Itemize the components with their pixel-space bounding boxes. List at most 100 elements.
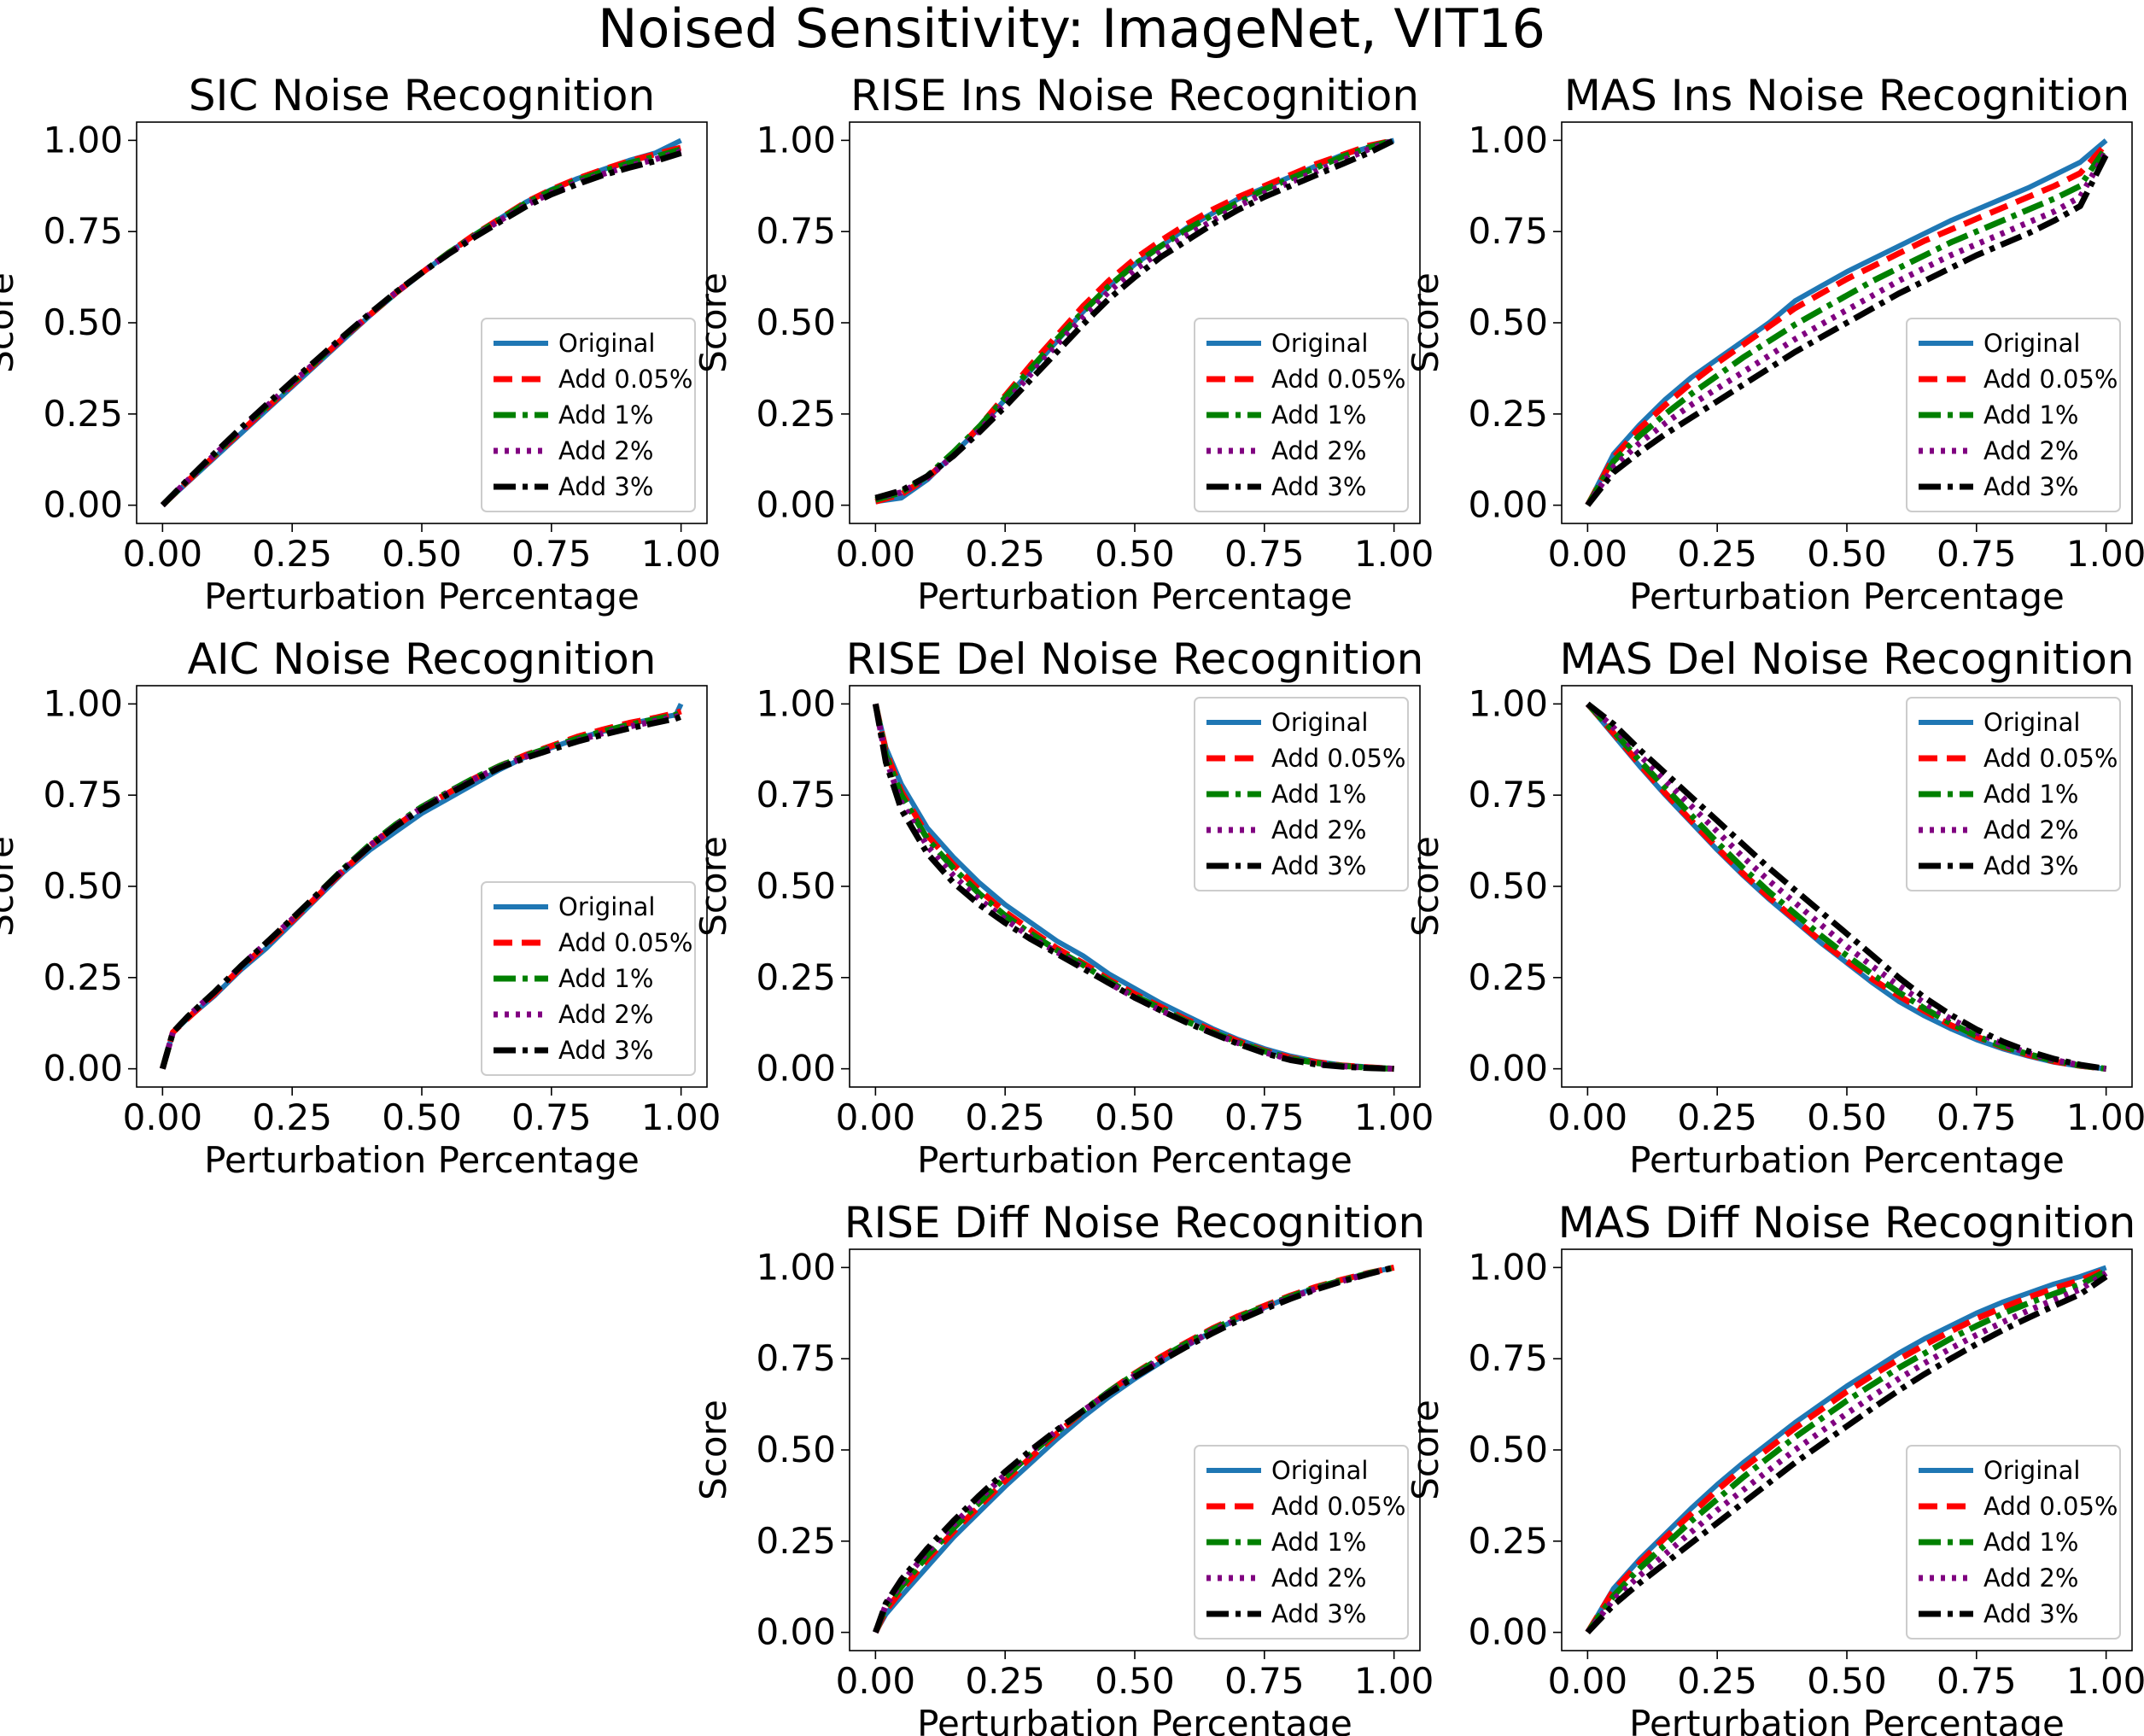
- x-tick-label: 0.75: [511, 1096, 592, 1138]
- legend-label: Add 0.05%: [1271, 744, 1406, 773]
- series-group: [1585, 138, 2109, 507]
- y-tick-label: 0.25: [756, 956, 836, 998]
- series-line-add-3: [874, 137, 1396, 501]
- y-tick-label: 0.75: [1468, 210, 1548, 252]
- legend-label: Add 0.05%: [1271, 1492, 1406, 1521]
- y-tick-label: 0.25: [1468, 956, 1548, 998]
- legend-label: Add 3%: [1271, 1599, 1366, 1628]
- legend-label: Add 0.05%: [1983, 744, 2118, 773]
- legend-label: Add 1%: [1271, 400, 1366, 430]
- series-line-add-1: [1585, 145, 2109, 507]
- x-tick-label: 0.00: [836, 1096, 916, 1138]
- x-tick-label: 1.00: [641, 1096, 721, 1138]
- x-tick-label: 0.50: [1807, 1660, 1887, 1702]
- x-tick-label: 1.00: [2066, 533, 2144, 575]
- y-tick-label: 0.75: [43, 210, 123, 252]
- x-tick-label: 0.50: [1095, 1096, 1175, 1138]
- legend-frame: [1906, 697, 2121, 891]
- x-axis-label: Perturbation Percentage: [1629, 1703, 2065, 1736]
- legend-label: Add 0.05%: [558, 365, 693, 394]
- x-tick-label: 0.75: [1224, 1660, 1305, 1702]
- series-line-add-3: [160, 714, 682, 1070]
- y-tick-label: 0.75: [1468, 1337, 1548, 1379]
- series-line-add-2: [1586, 701, 2107, 1073]
- x-tick-label: 0.00: [1548, 533, 1628, 575]
- x-tick-label: 0.75: [1937, 533, 2017, 575]
- plot-title: SIC Noise Recognition: [189, 71, 655, 120]
- legend-frame: [1194, 697, 1409, 891]
- y-tick-label: 1.00: [43, 682, 123, 724]
- plot-title: RISE Del Noise Recognition: [846, 634, 1424, 684]
- x-tick-label: 1.00: [1354, 1660, 1434, 1702]
- legend-label: Original: [558, 329, 655, 358]
- x-tick-label: 0.50: [382, 533, 462, 575]
- subplot-rise-diff-noise-recognition: RISE Diff Noise Recognition 0.00 0.25 0.50 0…: [692, 1198, 1434, 1736]
- plot-title: RISE Ins Noise Recognition: [850, 71, 1419, 120]
- y-axis-label: Score: [1405, 1400, 1446, 1500]
- y-tick-label: 1.00: [1468, 682, 1548, 724]
- y-tick-label: 0.50: [43, 301, 123, 343]
- y-tick-label: 0.00: [1468, 1611, 1548, 1653]
- x-tick-label: 0.25: [1677, 1096, 1757, 1138]
- y-tick-label: 0.75: [43, 774, 123, 815]
- series-line-add-3: [1586, 701, 2107, 1073]
- series-line-add-2: [873, 1264, 1395, 1634]
- y-tick-label: 0.50: [1468, 865, 1548, 907]
- x-tick-label: 0.25: [1677, 1660, 1757, 1702]
- legend-frame: [481, 318, 696, 512]
- plot-title: AIC Noise Recognition: [188, 634, 657, 684]
- subplot-rise-del-noise-recognition: RISE Del Noise Recognition 0.00 0.25 0.50 0.…: [692, 634, 1434, 1181]
- x-tick-label: 0.25: [1677, 533, 1757, 575]
- legend-label: Add 2%: [1983, 1564, 2078, 1593]
- x-tick-label: 0.75: [1224, 1096, 1305, 1138]
- y-tick-label: 0.50: [756, 301, 836, 343]
- legend-label: Original: [1983, 329, 2080, 358]
- x-tick-label: 0.50: [382, 1096, 462, 1138]
- y-axis-label: Score: [0, 836, 21, 937]
- y-tick-label: 0.50: [756, 865, 836, 907]
- series-line-add-3: [872, 703, 1394, 1073]
- x-tick-label: 0.75: [511, 533, 592, 575]
- series-group: [872, 703, 1394, 1073]
- series-line-add-0-05: [1585, 702, 2106, 1073]
- legend-label: Add 2%: [558, 436, 653, 465]
- legend-label: Original: [558, 892, 655, 921]
- legend-label: Add 1%: [558, 964, 653, 993]
- series-line-add-2: [1585, 1270, 2108, 1634]
- series-line-original: [1585, 138, 2108, 506]
- y-axis-label: Score: [1405, 272, 1446, 373]
- y-tick-label: 0.00: [43, 1048, 123, 1090]
- y-tick-label: 0.75: [756, 774, 836, 815]
- legend-label: Add 0.05%: [1983, 1492, 2118, 1521]
- x-axis-label: Perturbation Percentage: [1629, 1139, 2065, 1181]
- y-tick-label: 0.75: [756, 210, 836, 252]
- y-tick-label: 0.00: [756, 484, 836, 526]
- legend-frame: [1906, 1445, 2121, 1640]
- x-tick-label: 0.75: [1224, 533, 1305, 575]
- legend-label: Add 3%: [558, 1036, 653, 1065]
- legend: Original Add 0.05% Add 1% Add 2% Add 3%: [481, 318, 696, 512]
- x-tick-label: 0.00: [1548, 1096, 1628, 1138]
- legend: Original Add 0.05% Add 1% Add 2% Add 3%: [1194, 1445, 1409, 1640]
- x-tick-label: 0.75: [1937, 1096, 2017, 1138]
- x-tick-label: 0.50: [1095, 533, 1175, 575]
- y-tick-label: 0.00: [756, 1048, 836, 1090]
- y-axis-label: Score: [692, 1400, 734, 1500]
- y-tick-label: 0.75: [1468, 774, 1548, 815]
- y-tick-label: 0.25: [1468, 1520, 1548, 1562]
- subplot-mas-del-noise-recognition: MAS Del Noise Recognition 0.00 0.25 0.50 0.7…: [1405, 634, 2144, 1181]
- y-tick-label: 0.25: [756, 1520, 836, 1562]
- legend-label: Add 3%: [1983, 851, 2078, 880]
- y-tick-label: 1.00: [756, 119, 836, 161]
- x-axis-label: Perturbation Percentage: [917, 1703, 1352, 1736]
- y-tick-label: 0.25: [43, 956, 123, 998]
- y-axis-label: Score: [1405, 836, 1446, 937]
- plot-title: MAS Diff Noise Recognition: [1558, 1198, 2136, 1248]
- legend-frame: [481, 881, 696, 1076]
- y-axis-label: Score: [692, 272, 734, 373]
- series-group: [1585, 1265, 2108, 1635]
- legend-label: Add 2%: [1271, 436, 1366, 465]
- y-tick-label: 0.25: [1468, 393, 1548, 435]
- x-tick-label: 1.00: [1354, 533, 1434, 575]
